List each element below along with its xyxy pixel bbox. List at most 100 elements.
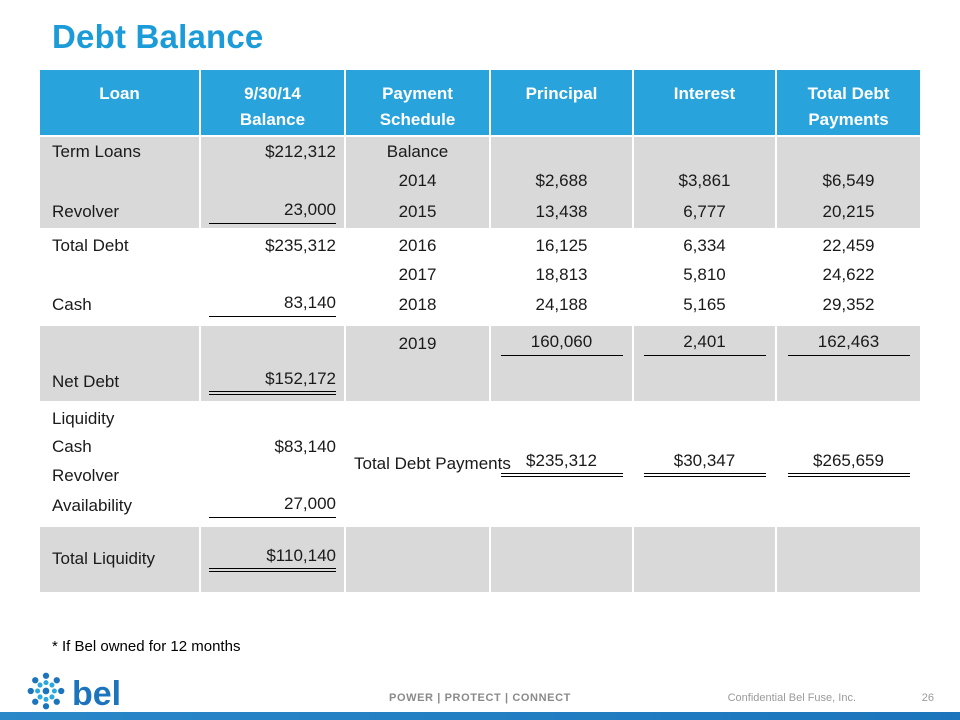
schedule-cell xyxy=(344,363,490,403)
col-header-principal: Principal xyxy=(489,70,633,136)
balance-cell xyxy=(199,260,345,289)
principal-cell: $2,688 xyxy=(489,166,633,196)
balance-cell: $235,312 xyxy=(199,227,345,260)
underlined-value: 23,000 xyxy=(209,200,336,224)
underlined-value: 160,060 xyxy=(500,332,623,357)
table-row: Cash $83,140 xyxy=(40,432,920,461)
loan-cell xyxy=(40,320,200,363)
table-row: Total Liquidity $110,140 xyxy=(40,521,920,592)
total-cell: 22,459 xyxy=(775,227,920,260)
interest-cell xyxy=(632,521,776,592)
principal-cell: 16,125 xyxy=(489,227,633,260)
col-header-payment-schedule: Payment Schedule xyxy=(344,70,490,136)
table-row: 2019 160,060 2,401 162,463 xyxy=(40,320,920,363)
interest-cell: 5,165 xyxy=(632,289,776,323)
principal-cell: 24,188 xyxy=(489,289,633,323)
loan-cell: Availability xyxy=(40,490,200,524)
interest-cell: 6,334 xyxy=(632,227,776,260)
footnote: * If Bel owned for 12 months xyxy=(52,638,241,655)
total-cell: 162,463 xyxy=(775,320,920,363)
total-cell: $265,659 xyxy=(775,400,920,524)
table-row: Net Debt $152,172 xyxy=(40,363,920,403)
interest-cell: 6,777 xyxy=(632,196,776,230)
schedule-cell: 2014 xyxy=(344,166,490,196)
interest-cell: $3,861 xyxy=(632,166,776,196)
balance-cell: 27,000 xyxy=(199,490,345,524)
footer-confidential: Confidential Bel Fuse, Inc. xyxy=(727,692,856,704)
total-cell xyxy=(775,363,920,403)
underlined-value: 2,401 xyxy=(643,332,766,357)
balance-cell xyxy=(199,400,345,432)
header-line: Total Debt xyxy=(807,84,890,103)
loan-cell: Term Loans xyxy=(40,135,200,166)
table-row: Revolver 23,000 2015 13,438 6,777 20,215 xyxy=(40,196,920,230)
total-cell xyxy=(775,521,920,592)
schedule-cell: 2017 xyxy=(344,260,490,289)
total-cell: 20,215 xyxy=(775,196,920,230)
principal-cell: 13,438 xyxy=(489,196,633,230)
header-line: Balance xyxy=(239,110,306,130)
loan-cell: Net Debt xyxy=(40,363,200,403)
table-row: Revolver xyxy=(40,461,920,490)
principal-cell xyxy=(489,363,633,403)
balance-cell: $83,140 xyxy=(199,432,345,461)
loan-cell xyxy=(40,166,200,196)
bel-logo-text: bel xyxy=(72,674,122,713)
interest-cell xyxy=(632,363,776,403)
header-line: 9/30/14 xyxy=(244,84,301,103)
header-line: Principal xyxy=(525,84,598,103)
double-underlined-value: $235,312 xyxy=(500,451,623,477)
interest-cell: 2,401 xyxy=(632,320,776,363)
double-underlined-value: $152,172 xyxy=(209,369,336,395)
page-number: 26 xyxy=(921,692,934,704)
interest-cell: $30,347 xyxy=(632,400,776,524)
double-underlined-value: $110,140 xyxy=(209,546,336,573)
debt-balance-table: Loan 9/30/14 Balance Payment Schedule Pr… xyxy=(40,70,920,592)
loan-cell xyxy=(40,260,200,289)
schedule-cell: 2015 xyxy=(344,196,490,230)
schedule-cell: 2018 xyxy=(344,289,490,323)
total-cell: 24,622 xyxy=(775,260,920,289)
interest-cell xyxy=(632,135,776,166)
table-row: Term Loans $212,312 Balance xyxy=(40,135,920,166)
col-header-balance: 9/30/14 Balance xyxy=(199,70,345,136)
interest-cell: 5,810 xyxy=(632,260,776,289)
header-line: Loan xyxy=(99,84,140,103)
schedule-cell: 2016 xyxy=(344,227,490,260)
col-header-total-debt-payments: Total Debt Payments xyxy=(775,70,920,136)
balance-cell xyxy=(199,461,345,490)
loan-cell: Total Liquidity xyxy=(40,521,200,592)
table-row: Total Debt $235,312 2016 16,125 6,334 22… xyxy=(40,227,920,260)
loan-cell: Revolver xyxy=(40,196,200,230)
principal-cell: 160,060 xyxy=(489,320,633,363)
bottom-accent-bar xyxy=(0,712,960,720)
table-row: 2014 $2,688 $3,861 $6,549 xyxy=(40,166,920,196)
total-debt-payments-label-cell: Total Debt Payments xyxy=(344,400,511,524)
double-underlined-value: $265,659 xyxy=(787,451,910,477)
total-cell xyxy=(775,135,920,166)
balance-cell xyxy=(199,320,345,363)
schedule-cell: Balance xyxy=(344,135,490,166)
principal-cell xyxy=(489,135,633,166)
table-row: 2017 18,813 5,810 24,622 xyxy=(40,260,920,289)
table-row: Availability 27,000 xyxy=(40,490,920,524)
underlined-value: 162,463 xyxy=(787,332,910,357)
balance-cell: 23,000 xyxy=(199,196,345,230)
underlined-value: 83,140 xyxy=(209,293,336,317)
page-title: Debt Balance xyxy=(52,18,264,55)
table-header-row: Loan 9/30/14 Balance Payment Schedule Pr… xyxy=(40,70,920,136)
loan-cell: Liquidity xyxy=(40,400,200,432)
balance-cell: $110,140 xyxy=(199,521,345,592)
header-line: Schedule xyxy=(379,110,456,130)
loan-cell: Cash xyxy=(40,432,200,461)
loan-cell: Cash xyxy=(40,289,200,323)
table-row: Cash 83,140 2018 24,188 5,165 29,352 xyxy=(40,289,920,323)
loan-cell: Revolver xyxy=(40,461,200,490)
header-line: Payment xyxy=(382,84,453,103)
balance-cell: 83,140 xyxy=(199,289,345,323)
underlined-value: 27,000 xyxy=(209,494,336,518)
double-underlined-value: $30,347 xyxy=(643,451,766,477)
schedule-cell: 2019 xyxy=(344,320,490,363)
total-cell: $6,549 xyxy=(775,166,920,196)
